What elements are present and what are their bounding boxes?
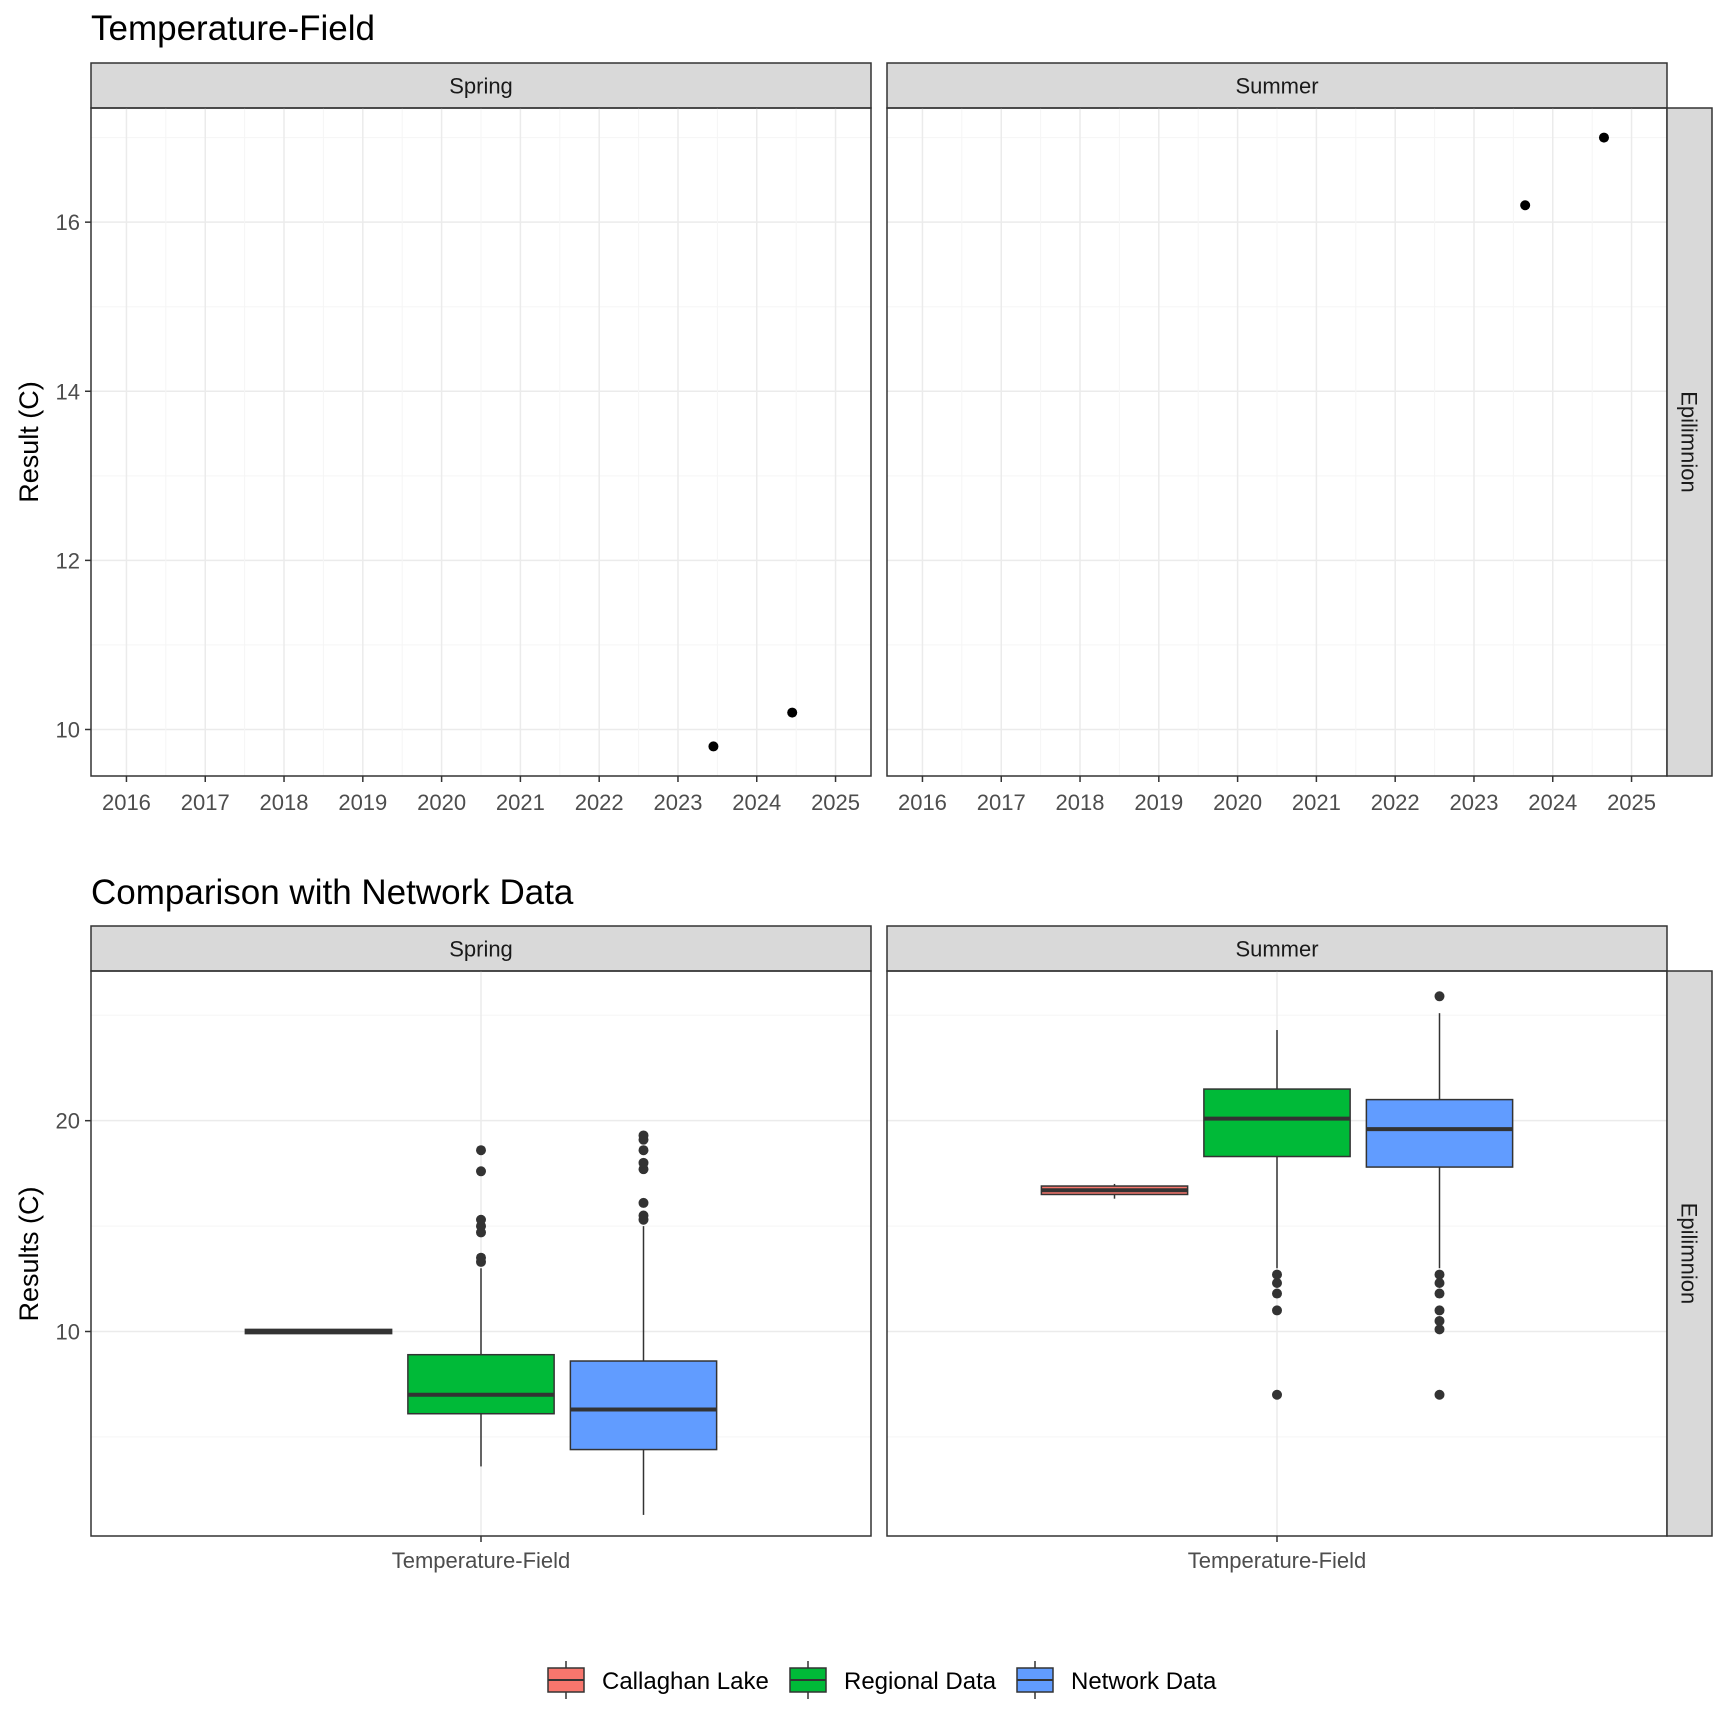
box-outlier <box>476 1166 486 1177</box>
y-tick-label: 12 <box>56 548 80 573</box>
facet-strip <box>90 925 872 972</box>
x-tick-label: 2021 <box>496 790 545 815</box>
row-strip <box>1666 107 1713 777</box>
box-outlier <box>1434 1305 1445 1316</box>
chart-title: Temperature-Field <box>91 9 375 48</box>
box-outlier <box>1272 1305 1282 1316</box>
legend-label: Network Data <box>1071 1668 1217 1695</box>
box-outlier <box>476 1145 486 1156</box>
legend: Callaghan Lake Regional Data Network Data <box>547 1661 1217 1699</box>
row-strip-label: Epilimnion <box>1677 1203 1702 1305</box>
x-tick-label: 2021 <box>1292 790 1341 815</box>
row-strip-label: Epilimnion <box>1677 391 1702 493</box>
box-outlier <box>1272 1288 1282 1299</box>
x-tick-label: 2017 <box>181 790 230 815</box>
x-tick-label: 2023 <box>1449 790 1498 815</box>
chart-1: Comparison with Network Data Results (C) S… <box>14 873 1713 1573</box>
x-tick-label: 2022 <box>575 790 624 815</box>
box-outlier <box>638 1210 649 1221</box>
x-tick-label: 2024 <box>732 790 781 815</box>
box-outlier <box>638 1145 649 1156</box>
x-tick-label: 2016 <box>102 790 151 815</box>
legend-label: Regional Data <box>844 1668 997 1695</box>
y-tick-label: 16 <box>56 210 80 235</box>
box-network-data <box>1365 991 1514 1400</box>
data-point <box>1598 132 1609 143</box>
x-tick-label: 2020 <box>1213 790 1262 815</box>
box-outlier <box>638 1157 649 1168</box>
x-tick-label: Temperature-Field <box>392 1548 571 1573</box>
box-outlier <box>638 1130 649 1141</box>
x-tick-label: 2022 <box>1371 790 1420 815</box>
box-callaghan-lake <box>1040 1183 1189 1199</box>
facet-summer: Summer 2016 2017 2018 2019 2020 2021 2022 2023 20… <box>886 62 1668 815</box>
facet-summer: Summer Temperature-Field <box>886 925 1668 1573</box>
box-outlier <box>1272 1269 1282 1280</box>
box-outlier <box>1434 1389 1445 1400</box>
y-tick-label: 10 <box>56 1320 80 1345</box>
facet-strip <box>886 925 1668 972</box>
panel-border <box>90 107 872 777</box>
box-regional-data <box>407 1145 555 1467</box>
legend-item-regional-data: Regional Data <box>789 1661 997 1699</box>
y-tick-label: 20 <box>56 1109 80 1134</box>
x-tick-label: 2025 <box>1607 790 1656 815</box>
box-outlier <box>1434 1269 1445 1280</box>
box-outlier <box>1434 991 1445 1002</box>
x-tick-label: 2020 <box>417 790 466 815</box>
x-tick-label: 2019 <box>1134 790 1183 815</box>
x-tick-label: 2023 <box>653 790 702 815</box>
box-body <box>407 1353 555 1415</box>
x-tick-label: 2016 <box>898 790 947 815</box>
box-network-data <box>569 1130 718 1515</box>
box-outlier <box>1434 1315 1445 1326</box>
box-outlier <box>476 1252 486 1263</box>
box-body <box>1365 1098 1514 1168</box>
x-tick-label: Temperature-Field <box>1188 1548 1367 1573</box>
box-outlier <box>1434 1288 1445 1299</box>
x-tick-label: 2018 <box>260 790 309 815</box>
facet-strip-label: Spring <box>449 937 513 962</box>
row-strip <box>1666 970 1713 1537</box>
facet-spring: Spring 2016 2017 2018 2019 2020 2021 2022 2023 20… <box>56 62 872 815</box>
y-tick-label: 10 <box>56 717 80 742</box>
box-outlier <box>1272 1278 1282 1289</box>
data-point <box>708 741 719 752</box>
chart-0: Temperature-Field Result (C) Spring 2016 201… <box>14 9 1713 815</box>
box-body <box>1203 1088 1351 1158</box>
box-outlier <box>1272 1389 1282 1400</box>
legend-label: Callaghan Lake <box>602 1668 769 1695</box>
facet-strip-label: Spring <box>449 74 513 99</box>
facet-strip-label: Summer <box>1235 74 1318 99</box>
box-outlier <box>476 1214 486 1225</box>
facet-strip <box>886 62 1668 109</box>
chart-title: Comparison with Network Data <box>91 873 574 912</box>
box-body <box>569 1360 718 1451</box>
box-callaghan-lake <box>244 1328 393 1335</box>
legend-item-network-data: Network Data <box>1016 1661 1217 1699</box>
box-outlier <box>1434 1278 1445 1289</box>
x-tick-label: 2025 <box>811 790 860 815</box>
x-tick-label: 2024 <box>1528 790 1577 815</box>
y-axis-title: Result (C) <box>14 381 44 503</box>
box-outlier <box>1434 1324 1445 1335</box>
panel-border <box>90 970 872 1537</box>
facet-strip <box>90 62 872 109</box>
legend-item-callaghan-lake: Callaghan Lake <box>547 1661 769 1699</box>
box-regional-data <box>1203 1030 1351 1400</box>
data-point <box>1520 200 1531 211</box>
y-axis-title: Results (C) <box>14 1186 44 1321</box>
x-tick-label: 2018 <box>1056 790 1105 815</box>
x-tick-label: 2017 <box>977 790 1026 815</box>
y-tick-label: 14 <box>56 379 80 404</box>
facet-spring: Spring Temperature-Field 10 20 <box>56 925 872 1573</box>
x-tick-label: 2019 <box>338 790 387 815</box>
data-point <box>787 707 798 718</box>
facet-strip-label: Summer <box>1235 937 1318 962</box>
box-outlier <box>638 1197 649 1208</box>
